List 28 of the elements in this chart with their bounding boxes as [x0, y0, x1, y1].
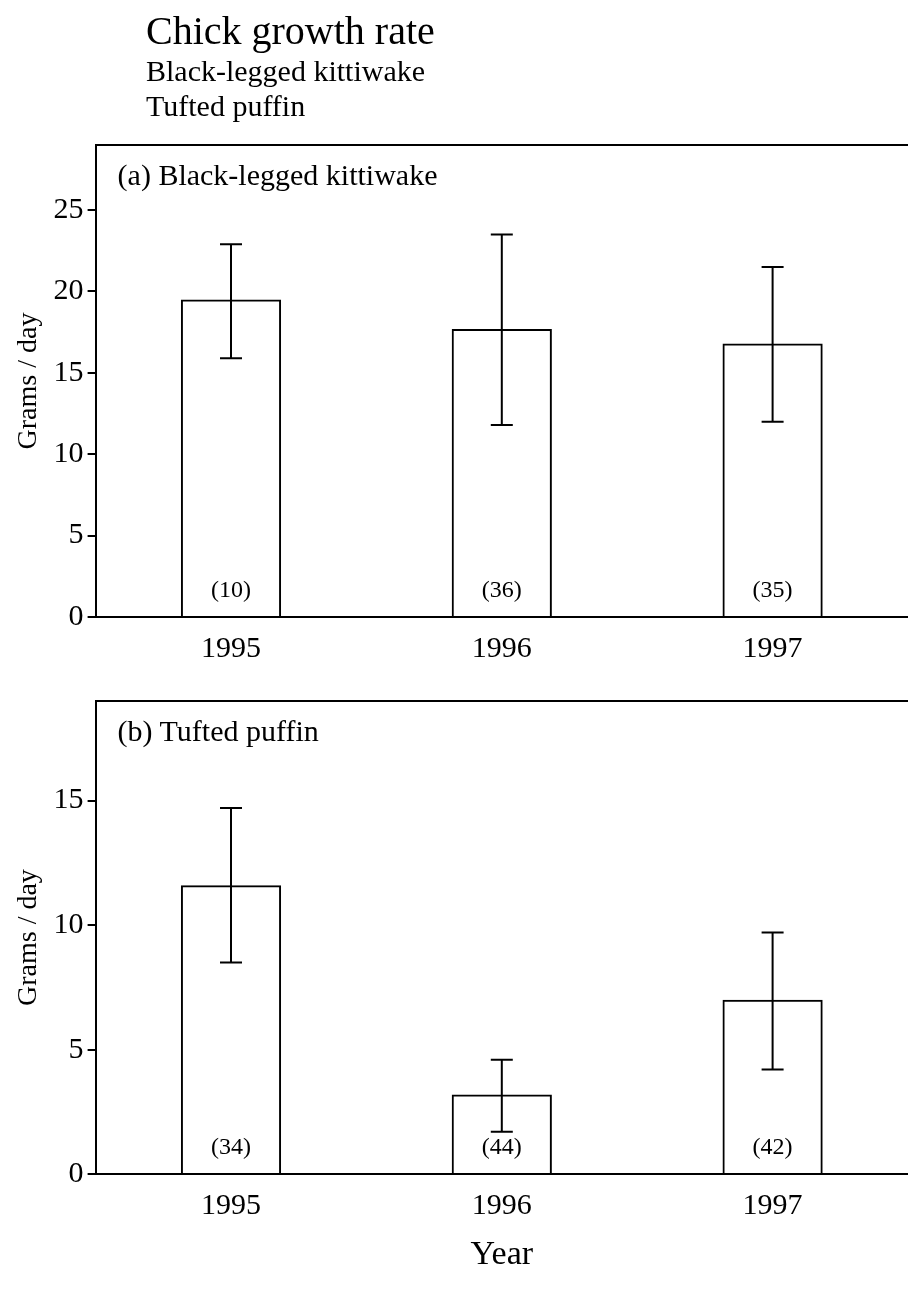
x-tick-label: 1995 — [201, 1187, 261, 1221]
y-tick-label: 5 — [68, 1030, 84, 1064]
y-axis-title: Grams / day — [11, 312, 43, 450]
x-tick-label: 1997 — [742, 629, 803, 663]
x-tick-label: 1996 — [471, 1187, 532, 1221]
y-tick-label: 15 — [53, 353, 84, 387]
chart-subtitle: Black-legged kittiwake Tufted puffin — [146, 54, 427, 123]
annotation: (34) — [211, 1133, 251, 1160]
y-axis-title: Grams / day — [11, 869, 43, 1007]
y-tick-label: 10 — [53, 906, 84, 940]
annotation: (10) — [211, 576, 251, 603]
y-tick-label: 15 — [53, 781, 84, 815]
annotation: (35) — [752, 576, 793, 603]
annotation: (a) Black-legged kittiwake — [117, 157, 438, 192]
y-tick-label: 5 — [68, 516, 84, 550]
y-tick-label: 10 — [53, 435, 84, 469]
y-tick-label: 0 — [68, 597, 84, 631]
y-tick-label: 20 — [53, 272, 84, 306]
annotation: (42) — [752, 1133, 793, 1160]
x-tick-label: 1995 — [201, 629, 261, 663]
annotation: (b) Tufted puffin — [117, 713, 319, 748]
x-tick-label: 1997 — [742, 1187, 803, 1221]
y-tick-label: 0 — [68, 1155, 84, 1189]
chart-title: Chick growth rate — [146, 8, 436, 54]
x-axis-title: Year — [470, 1233, 534, 1271]
annotation: (36) — [481, 576, 522, 603]
x-tick-label: 1996 — [471, 629, 532, 663]
y-tick-label: 25 — [53, 190, 84, 224]
